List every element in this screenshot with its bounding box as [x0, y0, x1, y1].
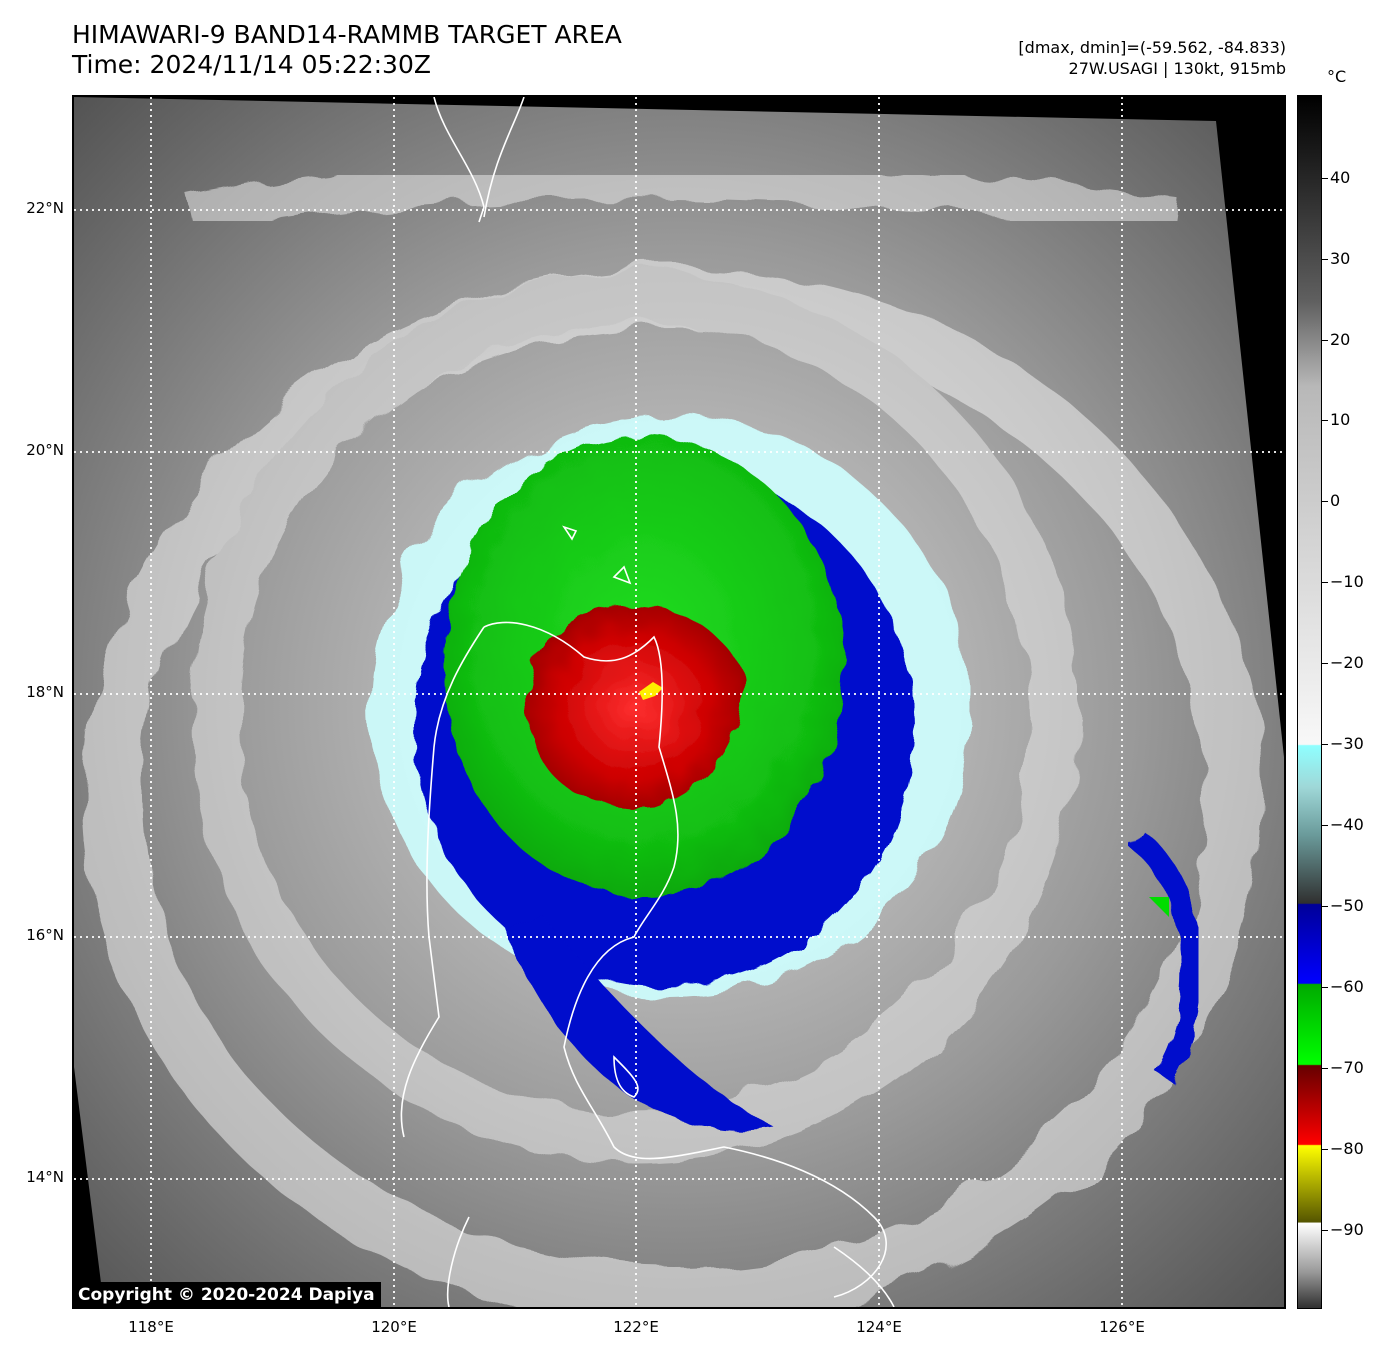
colorbar-tick	[1322, 259, 1328, 260]
yellow-core	[639, 682, 663, 700]
colorbar-tick	[1322, 663, 1328, 664]
colorbar-tick	[1322, 1149, 1328, 1150]
colorbar-tick	[1322, 1230, 1328, 1231]
colorbar-label-m10: −10	[1330, 572, 1364, 591]
lon-label-120e: 120°E	[371, 1318, 417, 1336]
title-line-2: Time: 2024/11/14 05:22:30Z	[72, 50, 431, 79]
colorbar-tick	[1322, 582, 1328, 583]
colorbar-tick	[1322, 340, 1328, 341]
colorbar-tick	[1322, 825, 1328, 826]
colorbar-label-30: 30	[1330, 249, 1351, 268]
colorbar-label-m70: −70	[1330, 1058, 1364, 1077]
red-core	[526, 606, 744, 808]
colorbar-label-m80: −80	[1330, 1139, 1364, 1158]
storm-text: 27W.USAGI | 130kt, 915mb	[1068, 59, 1286, 78]
lat-label-20n: 20°N	[26, 441, 64, 459]
colorbar-label-m60: −60	[1330, 977, 1364, 996]
colorbar-label-m30: −30	[1330, 734, 1364, 753]
lat-label-16n: 16°N	[26, 926, 64, 944]
title-line-1: HIMAWARI-9 BAND14-RAMMB TARGET AREA	[72, 20, 622, 49]
colorbar-label-m90: −90	[1330, 1220, 1364, 1239]
lat-label-18n: 18°N	[26, 683, 64, 701]
lat-label-14n: 14°N	[26, 1168, 64, 1186]
graticule	[74, 97, 1284, 1307]
lon-label-124e: 124°E	[856, 1318, 902, 1336]
colorbar-label-0: 0	[1330, 491, 1341, 510]
figure-title: HIMAWARI-9 BAND14-RAMMB TARGET AREA Time…	[72, 20, 622, 80]
satellite-image	[72, 95, 1286, 1309]
colorbar-label-m20: −20	[1330, 653, 1364, 672]
colorbar-tick	[1322, 178, 1328, 179]
colorbar-unit: °C	[1327, 67, 1347, 86]
colorbar-label-40: 40	[1330, 168, 1351, 187]
colorbar-tick	[1322, 744, 1328, 745]
colorbar-tick	[1322, 906, 1328, 907]
colorbar	[1297, 95, 1322, 1309]
outer-cloud-bands	[84, 159, 1264, 1307]
colorbar-label-20: 20	[1330, 330, 1351, 349]
colorbar-label-m50: −50	[1330, 896, 1364, 915]
colorbar-tick	[1322, 501, 1328, 502]
lat-label-22n: 22°N	[26, 199, 64, 217]
colorbar-tick	[1322, 1068, 1328, 1069]
colorbar-tick	[1322, 420, 1328, 421]
lon-label-118e: 118°E	[128, 1318, 174, 1336]
colorbar-label-m40: −40	[1330, 815, 1364, 834]
lon-label-126e: 126°E	[1099, 1318, 1145, 1336]
storm-info: [dmax, dmin]=(-59.562, -84.833) 27W.USAG…	[1018, 37, 1286, 79]
coastlines	[400, 97, 895, 1307]
range-text: [dmax, dmin]=(-59.562, -84.833)	[1018, 38, 1286, 57]
copyright-label: Copyright © 2020-2024 Dapiya	[72, 1282, 381, 1309]
lon-label-122e: 122°E	[613, 1318, 659, 1336]
colorbar-label-10: 10	[1330, 410, 1351, 429]
colorbar-tick	[1322, 987, 1328, 988]
